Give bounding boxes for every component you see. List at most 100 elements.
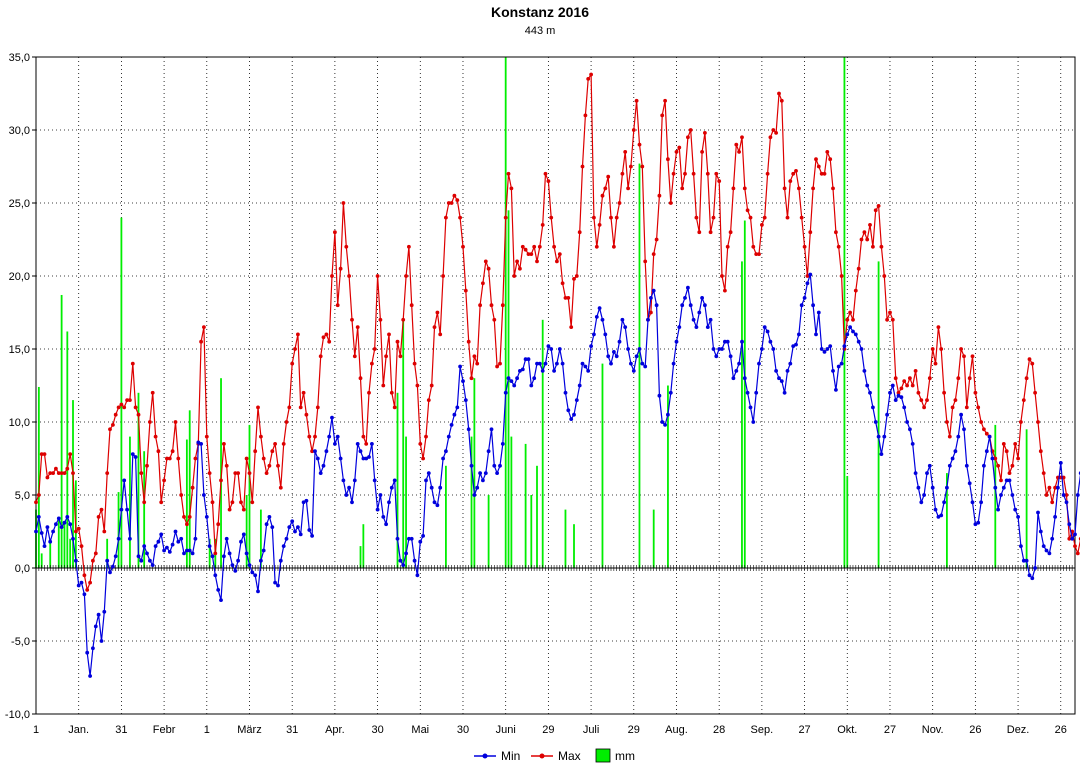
max-point [492,317,497,322]
max-point [264,471,269,475]
max-point [617,201,622,205]
min-point [130,452,135,456]
max-point [150,390,155,395]
max-point [375,274,380,278]
max-point [871,244,875,249]
min-point [39,531,44,535]
min-point [261,548,266,553]
max-point [996,463,1000,468]
min-point [478,471,482,475]
max-point [671,171,676,176]
min-point [498,463,502,468]
max-point [167,456,172,461]
min-point [999,493,1003,497]
max-point [879,244,884,249]
min-series [34,272,1080,678]
max-point [731,186,736,191]
y-tick-label: 20,0 [9,271,30,283]
precip-bar [245,495,248,568]
max-point [873,208,878,213]
x-tick-label: Juli [583,724,600,736]
max-point [703,131,707,135]
min-point [888,390,892,395]
min-point [762,325,767,329]
max-point [637,142,642,147]
max-point [802,244,807,249]
max-point [293,347,297,351]
x-tick-label: 26 [969,724,981,736]
max-point [831,186,835,191]
min-point [472,493,477,497]
precip-bar [63,521,66,568]
min-point [740,339,744,344]
max-point [113,412,118,417]
min-point [193,536,198,541]
max-point [1010,463,1015,468]
min-point [868,390,872,395]
max-point [1050,500,1055,505]
min-point [461,379,465,383]
max-point [1007,471,1012,475]
max-point [788,179,793,184]
precip-bar [396,392,399,568]
min-point [774,369,778,373]
plot-frame [35,56,1076,715]
min-point [301,500,306,505]
min-point [444,449,448,454]
min-point [222,554,226,559]
max-point [930,347,935,351]
max-point [261,456,266,461]
max-point [964,405,969,410]
max-point [945,420,949,424]
max-point [899,386,904,391]
max-point [119,402,124,407]
min-point [199,442,204,446]
precip-bar [638,163,641,568]
min-point [153,544,158,548]
max-point [213,551,218,556]
max-point [782,186,787,191]
precip-bar [57,516,60,568]
min-point [574,398,579,402]
max-point [762,215,767,220]
max-point [700,150,704,154]
min-point [910,442,915,446]
max-point [227,507,232,512]
min-point [122,478,127,483]
max-point [458,215,462,220]
max-point [697,230,702,235]
precip-bar [137,392,140,568]
min-point [492,463,497,468]
min-point [233,569,238,573]
min-point [145,551,149,556]
min-point [831,369,835,373]
min-point [757,361,761,366]
min-point [714,354,719,359]
max-point [959,347,963,351]
min-point [165,545,169,550]
min-point [469,463,474,468]
max-point [1027,357,1032,362]
max-point [509,186,514,191]
max-point [381,383,386,388]
chart-subtitle: 443 m [525,25,556,37]
min-point [984,449,989,454]
precip-bar [445,465,447,568]
max-point [614,215,619,220]
max-point [896,390,901,395]
max-point [799,215,804,220]
min-point [779,379,784,383]
min-point [398,558,403,563]
min-point [919,500,924,505]
min-point [754,390,759,395]
min-point [825,347,830,351]
min-point [278,558,283,563]
max-point [281,442,286,446]
min-point [839,361,844,366]
precip-bar [510,436,513,568]
max-point [919,398,924,402]
max-point [358,376,363,381]
min-point [859,347,864,351]
min-point [1033,566,1037,570]
max-point [395,339,400,344]
